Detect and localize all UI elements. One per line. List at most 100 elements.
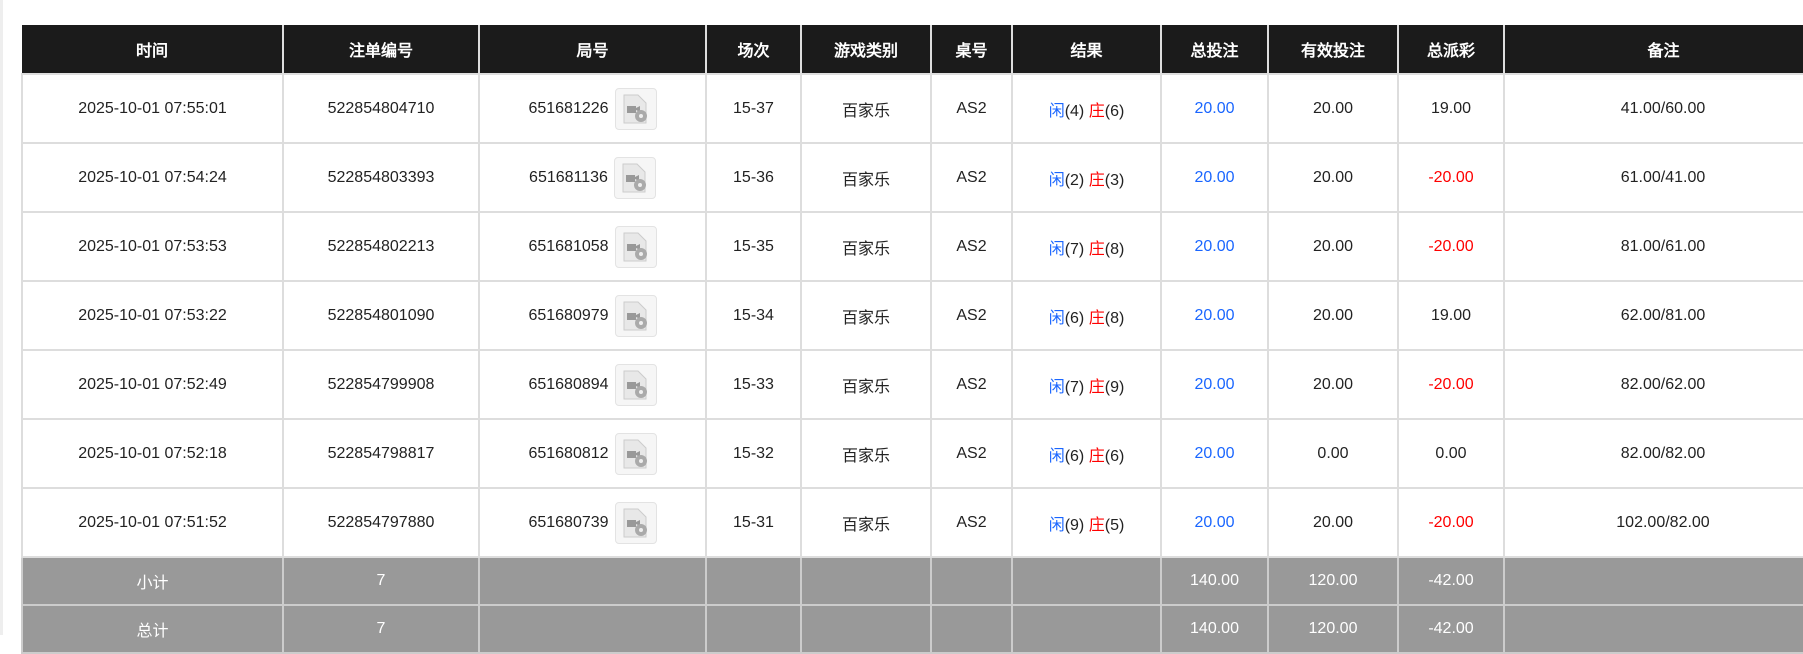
table-row: 2025-10-01 07:55:01 522854804710 6516812…: [21, 73, 1803, 144]
result-cell: 闲(6) 庄(6): [1011, 418, 1162, 489]
summary-count: 7: [282, 604, 480, 654]
game-type-cell: 百家乐: [800, 418, 932, 489]
table-row: 2025-10-01 07:53:22 522854801090 6516809…: [21, 280, 1803, 351]
banker-score: (9): [1104, 378, 1125, 396]
summary-total-bet: 140.00: [1160, 556, 1269, 606]
summary-payout: -42.00: [1397, 604, 1505, 654]
payout-cell: 0.00: [1397, 418, 1505, 489]
valid-bet-cell: 20.00: [1267, 73, 1399, 144]
table-no-cell: AS2: [930, 73, 1013, 144]
round-cell: 651680739: [478, 487, 707, 558]
valid-bet-cell: 20.00: [1267, 280, 1399, 351]
round-number: 651680812: [528, 444, 609, 462]
table-row: 2025-10-01 07:51:52 522854797880 6516807…: [21, 487, 1803, 558]
video-replay-icon[interactable]: [614, 294, 657, 337]
round-cell: 651681226: [478, 73, 707, 144]
note-cell: 62.00/81.00: [1503, 280, 1803, 351]
banker-score: (8): [1104, 309, 1125, 327]
valid-bet-cell: 0.00: [1267, 418, 1399, 489]
time-cell: 2025-10-01 07:54:24: [21, 142, 284, 213]
note-cell: 82.00/62.00: [1503, 349, 1803, 420]
total-bet-cell: 20.00: [1160, 349, 1269, 420]
player-label: 闲: [1048, 378, 1065, 396]
total-row: 总计 7 140.00 120.00 -42.00: [21, 604, 1803, 654]
time-cell: 2025-10-01 07:52:18: [21, 418, 284, 489]
bet-id-cell: 522854799908: [282, 349, 480, 420]
player-label: 闲: [1048, 102, 1065, 120]
payout-cell: 19.00: [1397, 73, 1505, 144]
video-replay-icon[interactable]: [614, 432, 657, 475]
header-total-bet: 总投注: [1160, 25, 1268, 74]
table-header: 时间 注单编号 局号 场次 游戏类别 桌号 结果 总投注 有效投注 总派彩 备注: [22, 25, 1803, 74]
header-result: 结果: [1011, 25, 1161, 74]
result-cell: 闲(9) 庄(5): [1011, 487, 1162, 558]
payout-cell: -20.00: [1397, 142, 1505, 213]
banker-score: (6): [1104, 447, 1125, 465]
bet-id-cell: 522854798817: [282, 418, 480, 489]
header-valid-bet: 有效投注: [1267, 25, 1398, 74]
time-cell: 2025-10-01 07:51:52: [21, 487, 284, 558]
subtotal-row: 小计 7 140.00 120.00 -42.00: [21, 556, 1803, 606]
payout-cell: 19.00: [1397, 280, 1505, 351]
summary-label: 总计: [21, 604, 284, 654]
round-cell: 651680894: [478, 349, 707, 420]
note-cell: 102.00/82.00: [1503, 487, 1803, 558]
time-cell: 2025-10-01 07:52:49: [21, 349, 284, 420]
table-row: 2025-10-01 07:52:49 522854799908 6516808…: [21, 349, 1803, 420]
video-replay-icon[interactable]: [614, 225, 657, 268]
player-label: 闲: [1048, 516, 1065, 534]
player-score: (4): [1064, 102, 1085, 120]
banker-label: 庄: [1088, 516, 1105, 534]
payout-cell: -20.00: [1397, 487, 1505, 558]
header-time: 时间: [22, 25, 283, 74]
result-cell: 闲(7) 庄(8): [1011, 211, 1162, 282]
table-row: 2025-10-01 07:52:18 522854798817 6516808…: [21, 418, 1803, 489]
summary-valid-bet: 120.00: [1267, 604, 1399, 654]
game-type-cell: 百家乐: [800, 349, 932, 420]
bet-id-cell: 522854804710: [282, 73, 480, 144]
round-cell: 651680812: [478, 418, 707, 489]
total-bet-cell: 20.00: [1160, 211, 1269, 282]
game-type-cell: 百家乐: [800, 142, 932, 213]
bet-id-cell: 522854803393: [282, 142, 480, 213]
banker-label: 庄: [1088, 240, 1105, 258]
valid-bet-cell: 20.00: [1267, 211, 1399, 282]
session-cell: 15-35: [705, 211, 802, 282]
header-round: 局号: [478, 25, 706, 74]
total-bet-cell: 20.00: [1160, 487, 1269, 558]
summary-total-bet: 140.00: [1160, 604, 1269, 654]
player-label: 闲: [1048, 309, 1065, 327]
session-cell: 15-36: [705, 142, 802, 213]
result-cell: 闲(7) 庄(9): [1011, 349, 1162, 420]
banker-score: (6): [1104, 102, 1125, 120]
header-bet-id: 注单编号: [282, 25, 479, 74]
player-score: (6): [1064, 309, 1085, 327]
banker-label: 庄: [1088, 378, 1105, 396]
session-cell: 15-34: [705, 280, 802, 351]
summary-payout: -42.00: [1397, 556, 1505, 606]
table-no-cell: AS2: [930, 142, 1013, 213]
game-type-cell: 百家乐: [800, 73, 932, 144]
time-cell: 2025-10-01 07:53:22: [21, 280, 284, 351]
note-cell: 41.00/60.00: [1503, 73, 1803, 144]
game-type-cell: 百家乐: [800, 211, 932, 282]
result-cell: 闲(2) 庄(3): [1011, 142, 1162, 213]
video-replay-icon[interactable]: [614, 501, 657, 544]
table-no-cell: AS2: [930, 349, 1013, 420]
video-replay-icon[interactable]: [614, 87, 657, 130]
result-cell: 闲(6) 庄(8): [1011, 280, 1162, 351]
player-score: (6): [1064, 447, 1085, 465]
time-cell: 2025-10-01 07:53:53: [21, 211, 284, 282]
round-number: 651681226: [528, 99, 609, 117]
total-bet-cell: 20.00: [1160, 280, 1269, 351]
header-game-type: 游戏类别: [800, 25, 931, 74]
session-cell: 15-37: [705, 73, 802, 144]
summary-valid-bet: 120.00: [1267, 556, 1399, 606]
table-row: 2025-10-01 07:54:24 522854803393 6516811…: [21, 142, 1803, 213]
video-replay-icon[interactable]: [614, 363, 657, 406]
summary-label: 小计: [21, 556, 284, 606]
result-cell: 闲(4) 庄(6): [1011, 73, 1162, 144]
player-label: 闲: [1048, 447, 1065, 465]
video-replay-icon[interactable]: [613, 156, 656, 199]
left-border: [0, 0, 3, 635]
